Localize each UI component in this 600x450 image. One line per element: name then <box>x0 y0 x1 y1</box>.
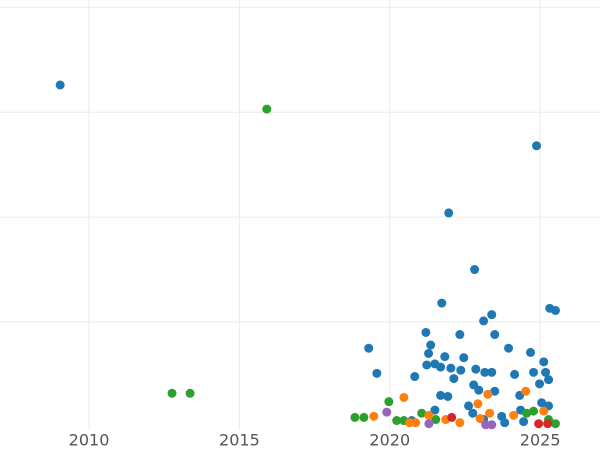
point <box>483 389 493 399</box>
point <box>455 418 465 428</box>
point <box>436 390 446 400</box>
x-tick-label: 2015 <box>219 431 260 450</box>
point <box>543 419 553 429</box>
point <box>424 410 434 420</box>
point <box>509 410 519 420</box>
point <box>424 419 434 429</box>
point <box>437 298 447 308</box>
point <box>550 305 560 315</box>
point <box>410 372 420 382</box>
point <box>447 412 457 422</box>
point <box>459 353 469 363</box>
point <box>443 391 453 401</box>
point <box>487 420 497 430</box>
point <box>550 419 560 429</box>
point <box>532 141 542 151</box>
point <box>471 364 481 374</box>
point <box>529 406 539 416</box>
point <box>424 348 434 358</box>
point <box>456 365 466 375</box>
point <box>534 419 544 429</box>
point <box>529 367 539 377</box>
point <box>464 401 474 411</box>
point <box>382 407 392 417</box>
point <box>510 369 520 379</box>
point <box>468 408 478 418</box>
point <box>185 388 195 398</box>
point <box>475 413 485 423</box>
x-tick-label: 2020 <box>369 431 410 450</box>
point <box>521 386 531 396</box>
point <box>474 385 484 395</box>
point <box>541 367 551 377</box>
point <box>417 408 427 418</box>
point <box>479 316 489 326</box>
point <box>359 412 369 422</box>
point <box>350 412 360 422</box>
point <box>487 367 497 377</box>
point <box>522 408 532 418</box>
point <box>431 415 441 425</box>
point <box>519 417 529 427</box>
point <box>537 398 547 408</box>
point <box>430 405 440 415</box>
point <box>504 343 514 353</box>
point <box>422 360 432 370</box>
point <box>364 343 374 353</box>
point <box>487 310 497 320</box>
point <box>444 208 454 218</box>
point <box>411 418 421 428</box>
point <box>436 362 446 372</box>
point <box>473 399 483 409</box>
point <box>399 392 409 402</box>
point <box>490 330 500 340</box>
point <box>455 330 465 340</box>
point <box>470 265 480 275</box>
point <box>440 352 450 362</box>
point <box>485 408 495 418</box>
point <box>539 357 549 367</box>
point <box>480 367 490 377</box>
point <box>500 418 510 428</box>
point <box>372 368 382 378</box>
point <box>167 388 177 398</box>
point <box>262 104 272 114</box>
point <box>446 363 456 373</box>
point <box>55 80 65 90</box>
point <box>384 397 394 407</box>
point <box>449 374 459 384</box>
point <box>539 406 549 416</box>
point <box>490 386 500 396</box>
point <box>369 411 379 421</box>
x-tick-label: 2010 <box>69 431 110 450</box>
point <box>392 416 402 426</box>
point <box>421 327 431 337</box>
point <box>544 375 554 385</box>
point <box>426 340 436 350</box>
point <box>526 347 536 357</box>
point <box>535 379 545 389</box>
x-tick-label: 2025 <box>520 431 561 450</box>
